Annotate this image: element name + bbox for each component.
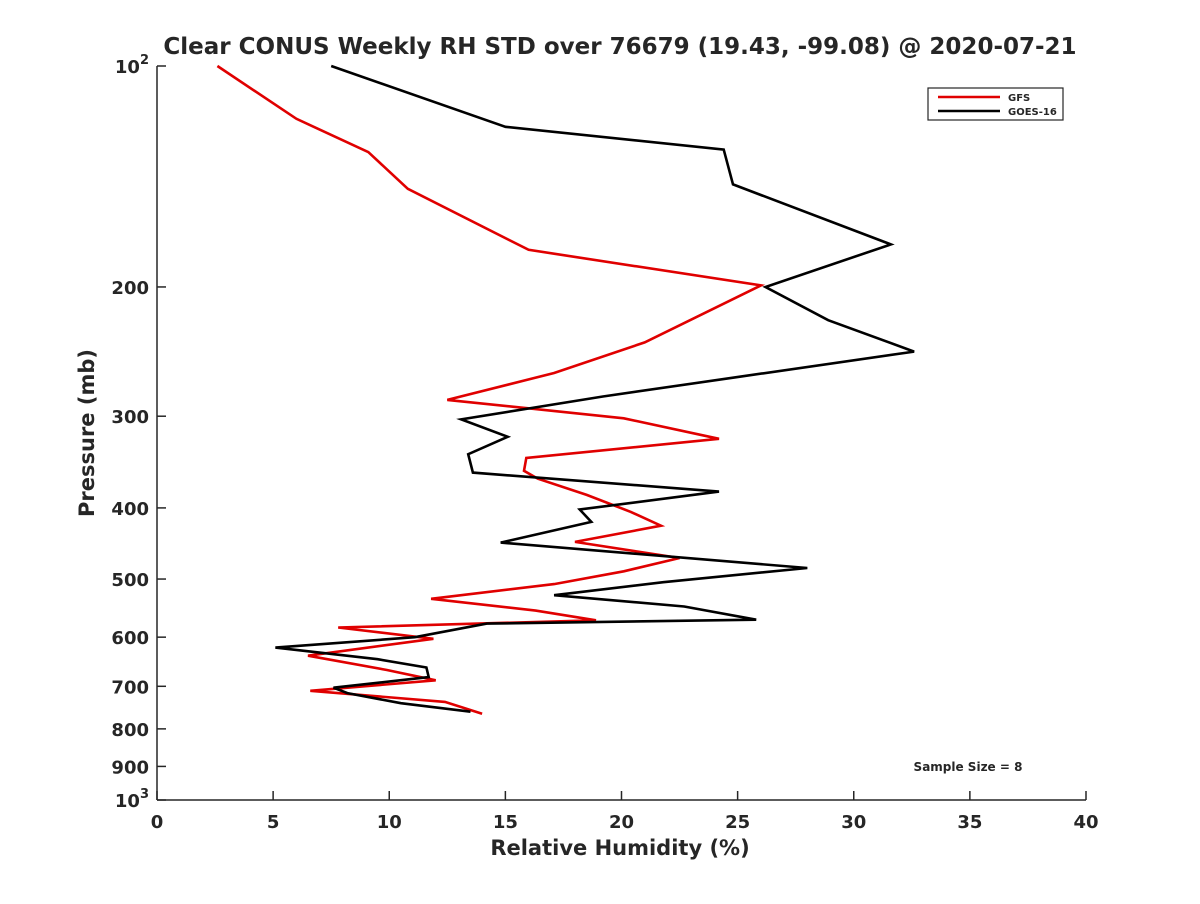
series-line-goes-16 [275,64,915,713]
y-tick-label: 102 [115,53,149,78]
legend-label: GFS [1008,93,1030,104]
x-tick-label: 0 [151,812,164,833]
plot-area: 0 5 10 15 20 25 30 35 40 102 200 300 400 500 600 700 800… [111,53,1098,833]
y-axis-label: Pressure (mb) [75,349,99,517]
x-tick-label: 35 [957,812,982,833]
x-tick-label: 5 [267,812,280,833]
x-tick-label: 10 [377,812,402,833]
series-line-gfs [216,64,766,716]
x-axis-label: Relative Humidity (%) [490,836,749,860]
y-tick-label: 700 [111,677,149,698]
x-tick-label: 25 [725,812,750,833]
legend-box [927,87,1064,121]
y-tick-label: 103 [115,787,149,812]
legend-label: GOES-16 [1008,107,1057,118]
y-tick-label: 500 [111,570,149,591]
y-tick-label: 400 [111,499,149,520]
y-tick-label: 200 [111,278,149,299]
chart-title: Clear CONUS Weekly RH STD over 76679 (19… [163,34,1076,60]
y-tick-label: 800 [111,720,149,741]
x-tick-label: 30 [841,812,866,833]
x-tick-label: 20 [609,812,634,833]
x-tick-label: 40 [1073,812,1098,833]
y-tick-label: 900 [111,757,149,778]
sample-size-annotation: Sample Size = 8 [914,760,1023,774]
y-tick-label: 600 [111,628,149,649]
x-tick-label: 15 [493,812,518,833]
y-tick-label: 300 [111,407,149,428]
